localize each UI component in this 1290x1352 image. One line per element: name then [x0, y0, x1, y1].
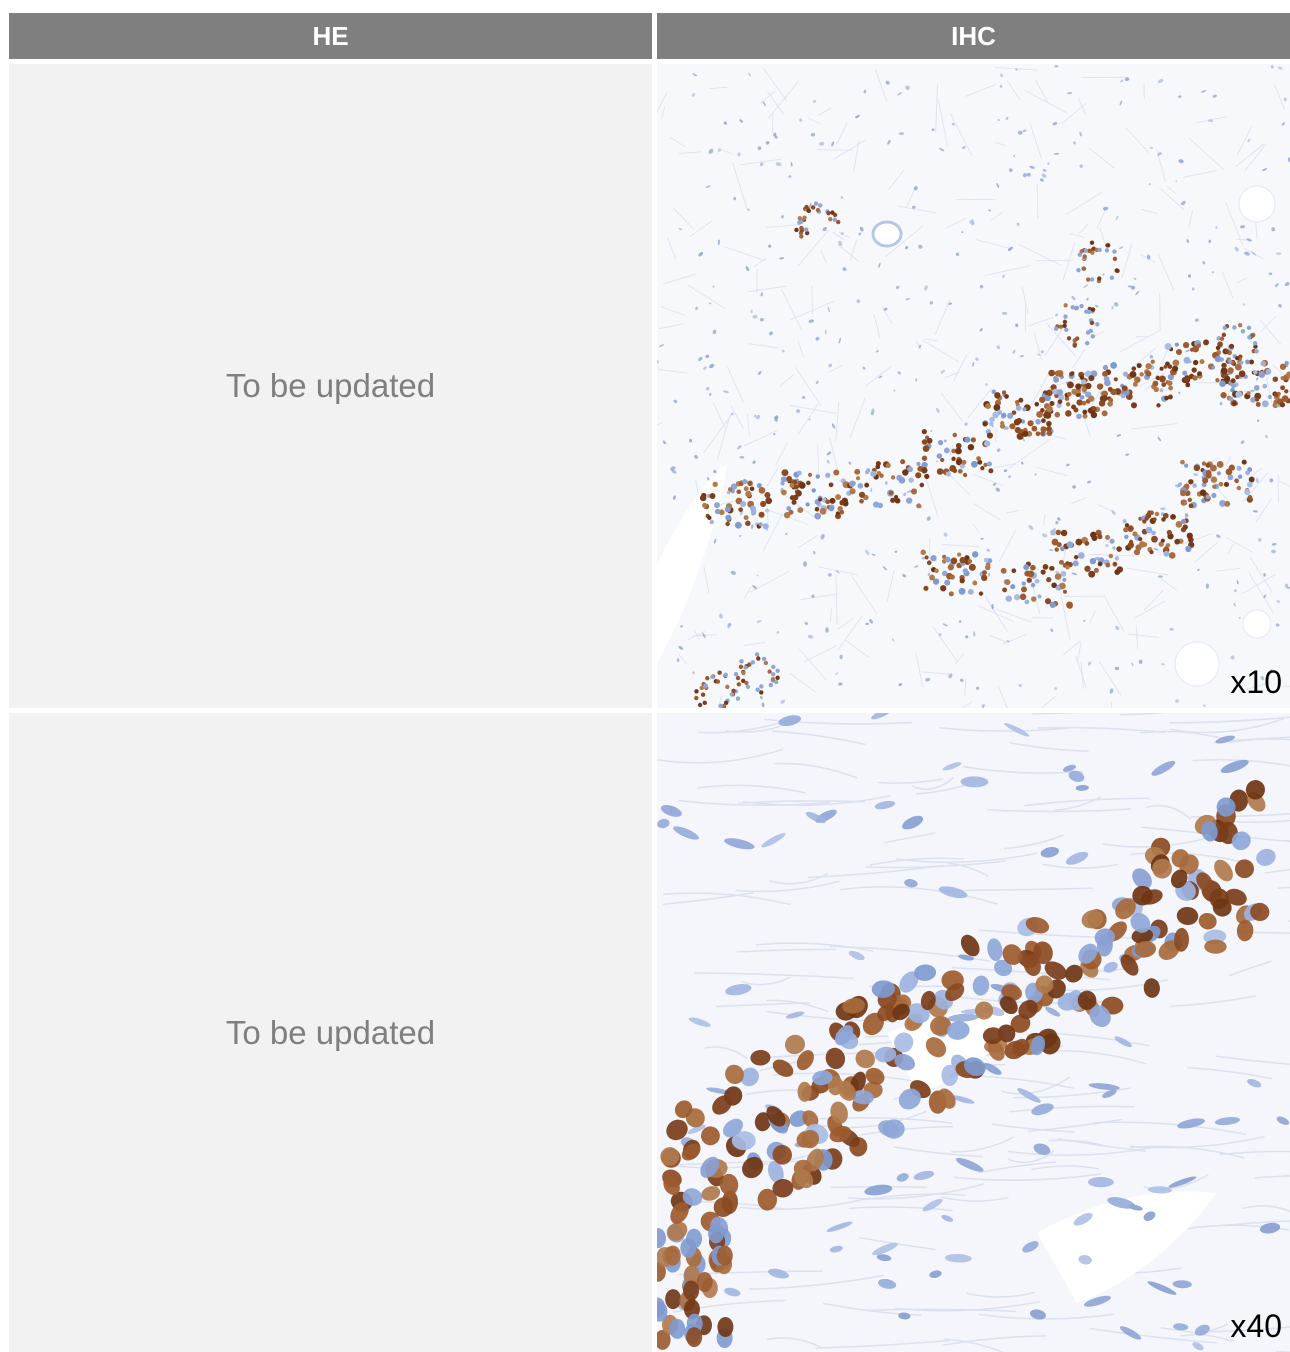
he-placeholder-text: To be updated: [225, 1013, 436, 1051]
ihc-image-high-mag: x40: [657, 713, 1290, 1352]
ihc-micrograph-high-mag: [657, 713, 1290, 1352]
column-header-ihc: IHC: [657, 13, 1290, 59]
ihc-micrograph-low-mag: [657, 64, 1290, 708]
he-placeholder-text: To be updated: [225, 367, 436, 404]
magnification-label: x40: [1230, 1308, 1282, 1344]
magnification-label: x10: [1230, 664, 1282, 700]
he-placeholder-row1: To be updated: [9, 64, 652, 708]
ihc-image-low-mag: x10: [657, 64, 1290, 708]
column-header-he: HE: [9, 13, 652, 59]
he-placeholder-row2: To be updated: [9, 713, 652, 1352]
